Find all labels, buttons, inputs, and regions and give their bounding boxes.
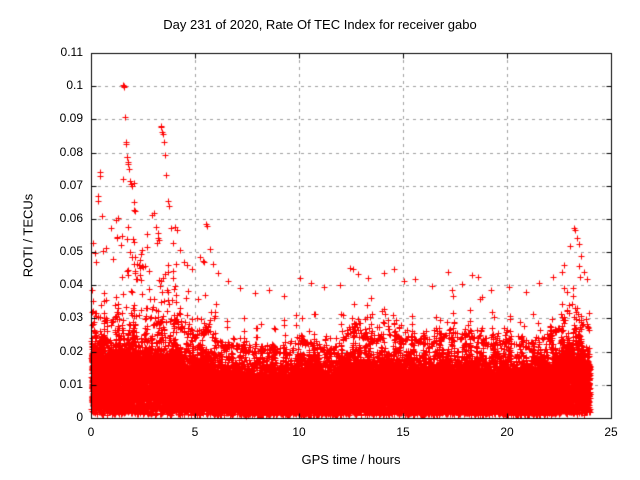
x-tick-label: 25 bbox=[604, 425, 618, 439]
x-tick-label: 20 bbox=[500, 425, 514, 439]
y-tick-label: 0.04 bbox=[59, 277, 83, 292]
x-tick-label: 10 bbox=[292, 425, 306, 439]
y-tick-label: 0.02 bbox=[59, 343, 83, 358]
y-tick-label: 0.09 bbox=[59, 111, 83, 126]
y-tick-label: 0.08 bbox=[59, 144, 83, 159]
y-tick-label: 0 bbox=[76, 410, 83, 424]
y-tick-label: 0.05 bbox=[59, 244, 83, 259]
y-tick-label: 0.03 bbox=[59, 310, 83, 325]
y-tick-label: 0.01 bbox=[59, 376, 83, 391]
y-tick-label: 0.06 bbox=[59, 210, 83, 225]
y-tick-label: 0.1 bbox=[66, 78, 83, 93]
x-tick-label: 5 bbox=[191, 425, 199, 439]
x-tick-label: 0 bbox=[87, 425, 95, 439]
y-tick-label: 0.07 bbox=[59, 177, 83, 192]
x-tick-label: 15 bbox=[396, 425, 410, 439]
y-tick-label: 0.11 bbox=[60, 45, 83, 59]
